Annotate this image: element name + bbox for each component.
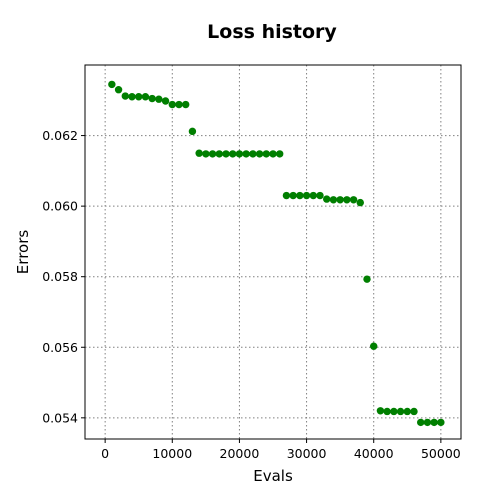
data-point xyxy=(396,407,405,416)
data-point xyxy=(302,191,311,200)
data-point xyxy=(356,198,364,207)
y-tick-label: 0.056 xyxy=(42,340,78,355)
data-point xyxy=(195,149,203,157)
data-point xyxy=(222,150,230,158)
data-point xyxy=(403,407,411,416)
data-point xyxy=(276,150,284,158)
y-tick-label: 0.058 xyxy=(42,269,78,284)
data-point xyxy=(289,191,297,200)
chart-title: Loss history xyxy=(207,21,337,43)
data-point xyxy=(349,196,358,204)
data-point xyxy=(114,85,123,94)
data-point xyxy=(229,150,237,158)
plot-frame xyxy=(84,64,462,440)
x-tick-label: 50000 xyxy=(421,446,461,461)
data-point xyxy=(121,92,129,100)
x-tick-label: 40000 xyxy=(354,446,394,461)
data-point xyxy=(235,150,244,158)
data-point xyxy=(249,150,257,158)
data-point xyxy=(410,407,418,416)
data-point xyxy=(182,100,190,109)
data-point xyxy=(390,407,398,416)
data-point xyxy=(423,418,432,427)
data-point xyxy=(343,196,351,204)
plot-area xyxy=(85,65,461,439)
data-point xyxy=(215,150,223,158)
data-point xyxy=(309,191,317,200)
data-point xyxy=(255,150,264,158)
data-point xyxy=(108,80,116,89)
x-axis-label: Evals xyxy=(253,467,293,485)
data-point xyxy=(148,94,156,103)
x-tick-label: 10000 xyxy=(152,446,192,461)
data-point xyxy=(376,407,385,415)
data-point xyxy=(242,150,250,158)
grid xyxy=(85,65,461,439)
data-point xyxy=(383,407,391,416)
data-point xyxy=(168,100,176,109)
data-point xyxy=(155,95,163,103)
x-tick-label: 20000 xyxy=(220,446,260,461)
data-point xyxy=(175,100,183,109)
data-point xyxy=(329,196,338,204)
data-point xyxy=(370,342,378,350)
data-point xyxy=(296,191,304,200)
data-point xyxy=(430,418,438,427)
x-tick-label: 0 xyxy=(101,446,109,461)
data-point xyxy=(135,93,143,101)
y-tick-label: 0.054 xyxy=(42,410,78,425)
y-tick-label: 0.062 xyxy=(42,128,78,143)
data-point xyxy=(269,150,277,158)
data-point xyxy=(282,191,291,200)
data-point xyxy=(336,196,344,204)
data-point xyxy=(188,127,197,136)
data-point xyxy=(417,418,425,427)
data-point xyxy=(363,275,371,283)
data-point xyxy=(128,93,136,101)
axis-ticks: 0 10000 20000 30000 40000 50000 0.054 0.056 0.05… xyxy=(42,128,461,461)
data-point xyxy=(202,150,210,158)
data-point xyxy=(437,418,445,427)
data-point xyxy=(141,93,150,101)
y-axis-label: Errors xyxy=(14,230,32,275)
data-point xyxy=(208,150,217,158)
data-point xyxy=(161,97,170,105)
y-tick-label: 0.060 xyxy=(42,199,78,214)
data-point xyxy=(262,150,270,158)
x-tick-label: 30000 xyxy=(287,446,327,461)
data-point xyxy=(316,191,324,200)
data-point xyxy=(323,195,331,203)
data-points xyxy=(108,80,445,427)
